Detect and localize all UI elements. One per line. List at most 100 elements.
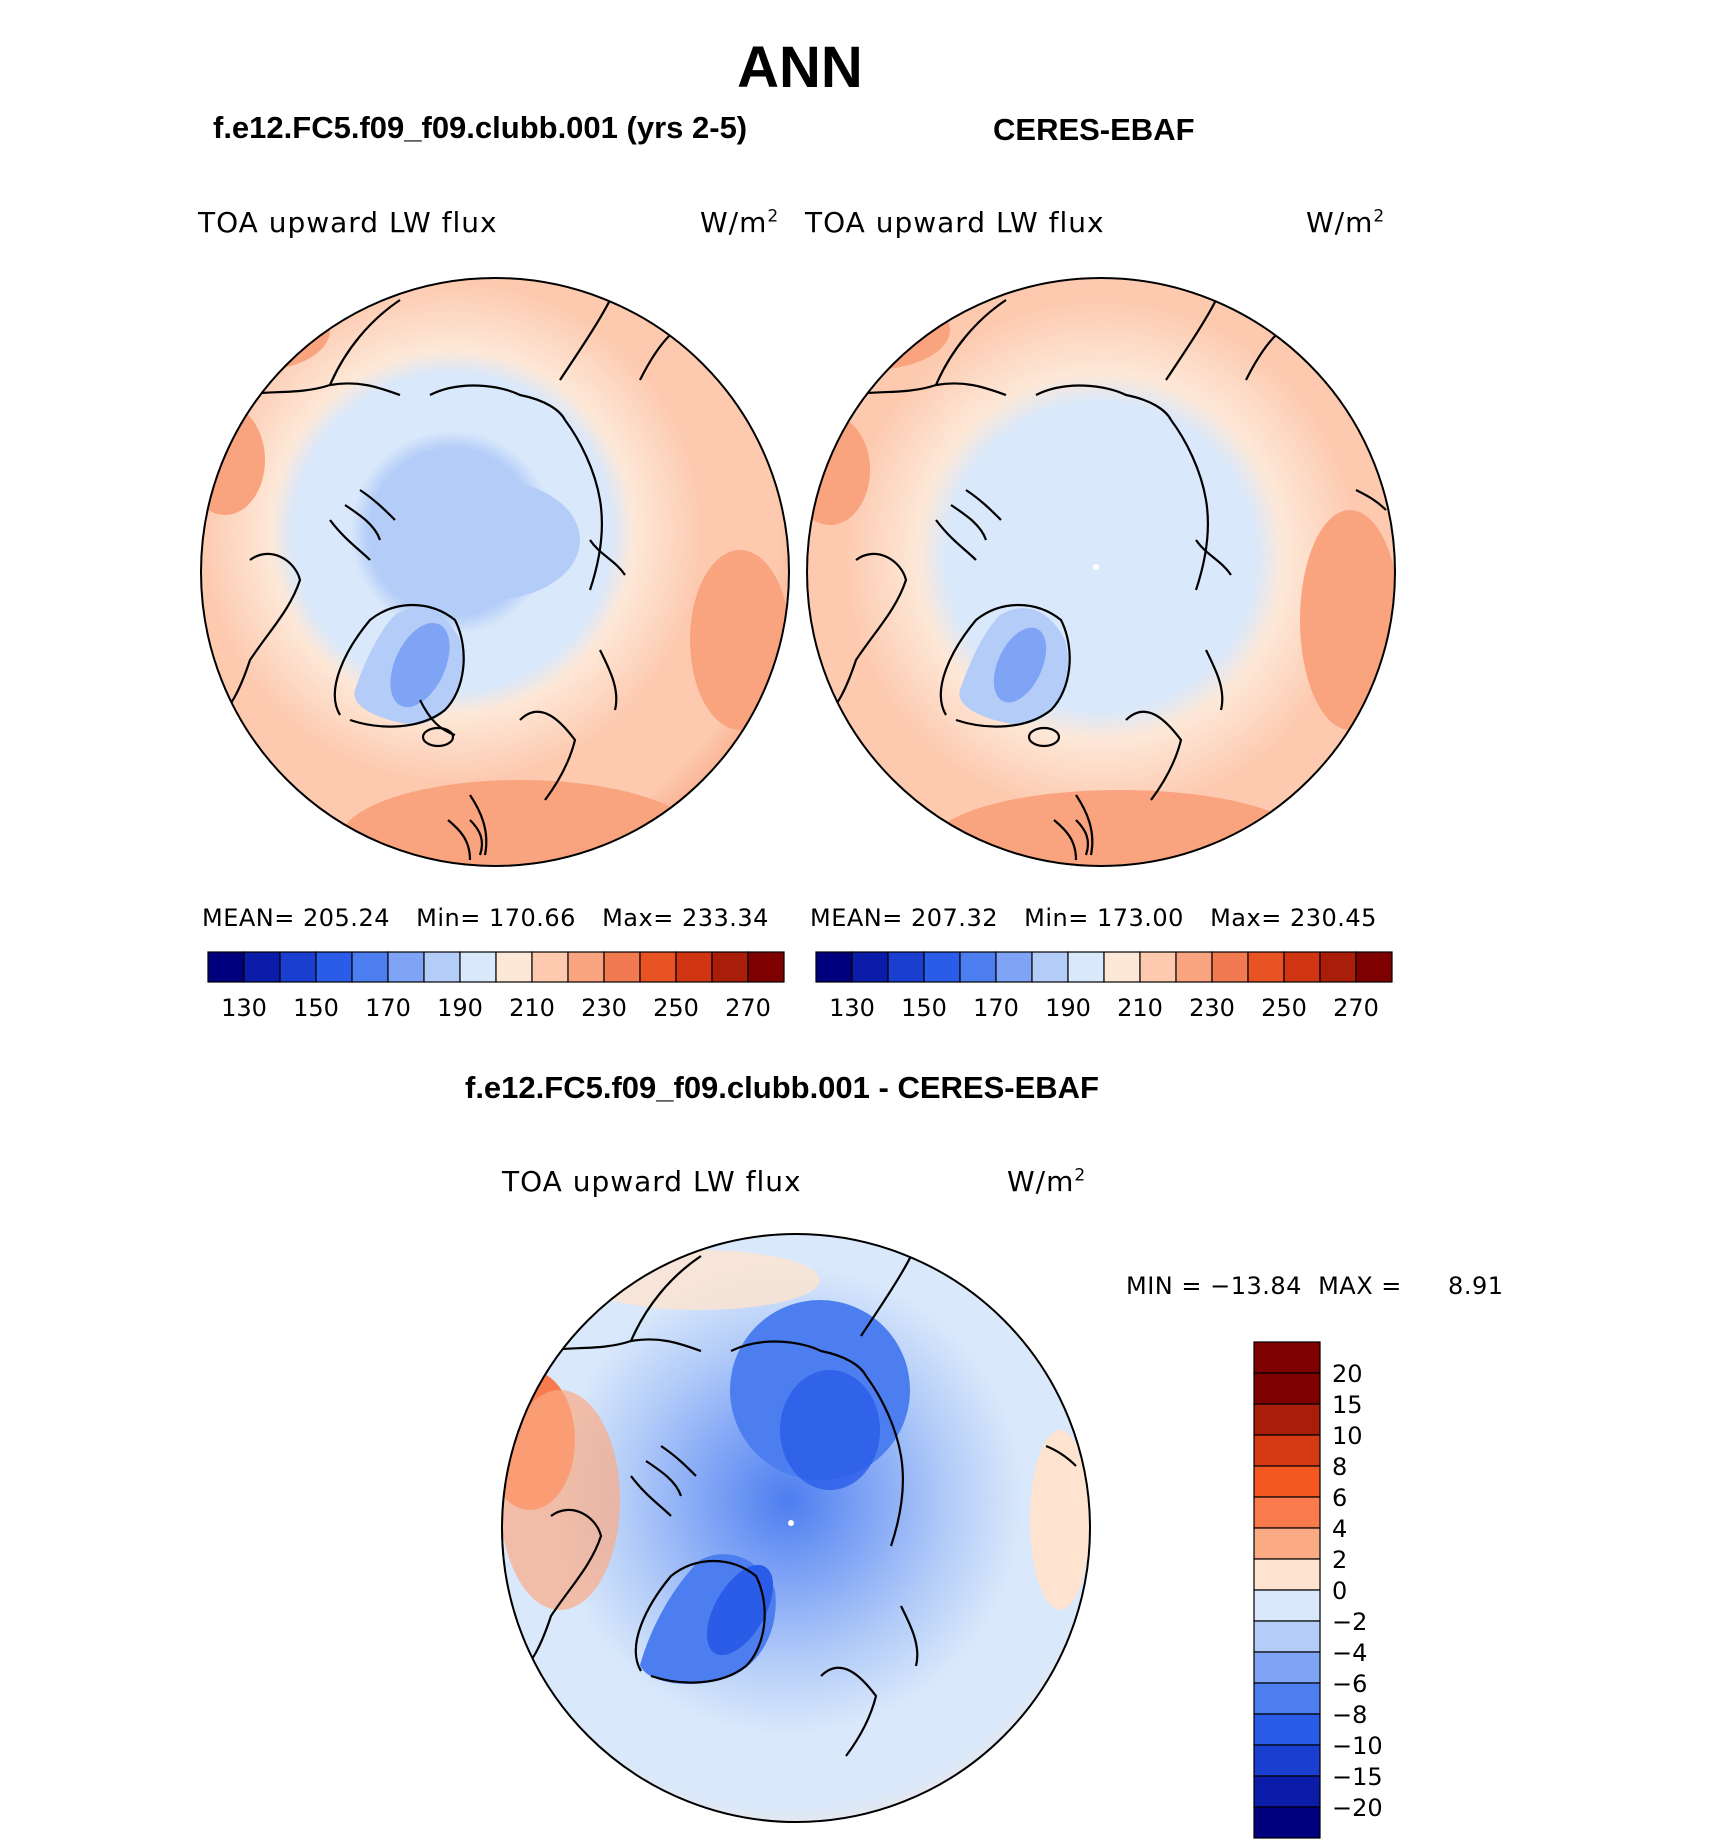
right-colorbar-tick-label: 130 [829,994,875,1022]
left-panel-variable: TOA upward LW flux [198,206,498,239]
right-colorbar-box [923,951,961,983]
left-colorbar-tick-label: 230 [581,994,627,1022]
diff-colorbar-tick-label: −15 [1332,1763,1383,1791]
right-colorbar-box [1247,951,1285,983]
diff-colorbar-tick-label: 2 [1332,1546,1347,1574]
diff-colorbar-box [1253,1744,1321,1777]
diff-max-label: MAX = [1318,1272,1402,1300]
left-min-label: Min= [416,904,481,932]
diff-colorbar-tick-label: −10 [1332,1732,1383,1760]
right-colorbar: 130 150 170 190 210 230 250 270 [815,951,1393,1022]
diff-colorbar-box [1253,1620,1321,1653]
left-colorbar-box [603,951,641,983]
diff-colorbar-box [1253,1465,1321,1498]
diff-colorbar-tick-label: 0 [1332,1577,1347,1605]
diff-colorbar-box [1253,1403,1321,1436]
diff-colorbar-box [1253,1372,1321,1405]
left-colorbar-box [315,951,353,983]
diff-colorbar-tick-label: −6 [1332,1670,1367,1698]
diff-colorbar-box [1253,1496,1321,1529]
left-colorbar: 130 150 170 190 210 230 250 270 [207,951,785,1022]
left-colorbar-box [351,951,389,983]
right-colorbar-box [995,951,1033,983]
left-colorbar-box [567,951,605,983]
diff-colorbar-box [1253,1558,1321,1591]
left-colorbar-box [279,951,317,983]
diff-max-value: 8.91 [1448,1272,1504,1300]
left-mean-value: 205.24 [303,904,390,932]
right-colorbar-tick-label: 150 [901,994,947,1022]
right-mean-value: 207.32 [911,904,998,932]
right-colorbar-box [851,951,889,983]
diff-panel-stats: MIN = −13.84 MAX = 8.91 [1126,1272,1503,1300]
diff-colorbar-tick-label: −4 [1332,1639,1367,1667]
left-colorbar-box [387,951,425,983]
diff-colorbar-box [1253,1682,1321,1715]
left-colorbar-box [747,951,785,983]
diff-panel-variable: TOA upward LW flux [502,1165,802,1198]
diff-panel-units: W/m2 [1007,1165,1087,1198]
right-max-label: Max= [1210,904,1282,932]
left-colorbar-box [243,951,281,983]
left-colorbar-tick-label: 210 [509,994,555,1022]
left-colorbar-tick-label: 150 [293,994,339,1022]
right-colorbar-box [1175,951,1213,983]
left-colorbar-box [675,951,713,983]
diff-panel-case-title: f.e12.FC5.f09_f09.clubb.001 - CERES-EBAF [465,1070,1099,1105]
left-colorbar-tick-label: 130 [221,994,267,1022]
right-panel-units: W/m2 [1306,206,1386,239]
diff-colorbar-box [1253,1434,1321,1467]
diff-colorbar-tick-label: 15 [1332,1391,1363,1419]
right-min-label: Min= [1024,904,1089,932]
right-colorbar-box [1211,951,1249,983]
left-colorbar-box [711,951,749,983]
diff-colorbar-box [1253,1527,1321,1560]
left-colorbar-tick-label: 170 [365,994,411,1022]
diff-colorbar-tick-label: 8 [1332,1453,1347,1481]
diff-colorbar-box [1253,1713,1321,1746]
right-panel-stats: MEAN= 207.32 Min= 173.00 Max= 230.45 [810,904,1377,932]
left-colorbar-box [495,951,533,983]
diff-colorbar-tick-label: −20 [1332,1794,1383,1822]
right-colorbar-tick-label: 270 [1333,994,1379,1022]
right-colorbar-box [1103,951,1141,983]
right-panel-case-title: CERES-EBAF [993,112,1195,147]
diff-colorbar-tick-label: 4 [1332,1515,1347,1543]
left-colorbar-tick-label: 190 [437,994,483,1022]
diff-colorbar-tick-label: −2 [1332,1608,1367,1636]
page-title: ANN [737,35,863,100]
right-polar-map [807,278,1395,866]
right-min-value: 173.00 [1096,904,1184,932]
diff-min-value: −13.84 [1210,1272,1302,1300]
left-panel-stats: MEAN= 205.24 Min= 170.66 Max= 233.34 [202,904,769,932]
diff-colorbar-box [1253,1589,1321,1622]
right-colorbar-box [1355,951,1393,983]
left-colorbar-box [639,951,677,983]
left-colorbar-box [531,951,569,983]
left-polar-map [201,278,789,866]
left-mean-label: MEAN= [202,904,295,932]
diff-colorbar-tick-label: −8 [1332,1701,1367,1729]
left-colorbar-tick-label: 250 [653,994,699,1022]
right-colorbar-box [1031,951,1069,983]
diff-colorbar-box [1253,1806,1321,1839]
left-min-value: 170.66 [488,904,576,932]
left-panel-case-title: f.e12.FC5.f09_f09.clubb.001 (yrs 2-5) [213,110,748,145]
right-colorbar-box [1283,951,1321,983]
diff-colorbar-tick-label: 10 [1332,1422,1363,1450]
left-max-value: 233.34 [681,904,769,932]
left-colorbar-box [459,951,497,983]
right-panel-variable: TOA upward LW flux [805,206,1105,239]
diff-colorbar-tick-label: 20 [1332,1360,1363,1388]
right-colorbar-box [887,951,925,983]
diff-colorbar-box [1253,1775,1321,1808]
difference-polar-map [502,1234,1090,1822]
diff-colorbar-box [1253,1651,1321,1684]
right-colorbar-tick-label: 250 [1261,994,1307,1022]
right-max-value: 230.45 [1289,904,1377,932]
right-colorbar-tick-label: 230 [1189,994,1235,1022]
right-colorbar-tick-label: 170 [973,994,1019,1022]
